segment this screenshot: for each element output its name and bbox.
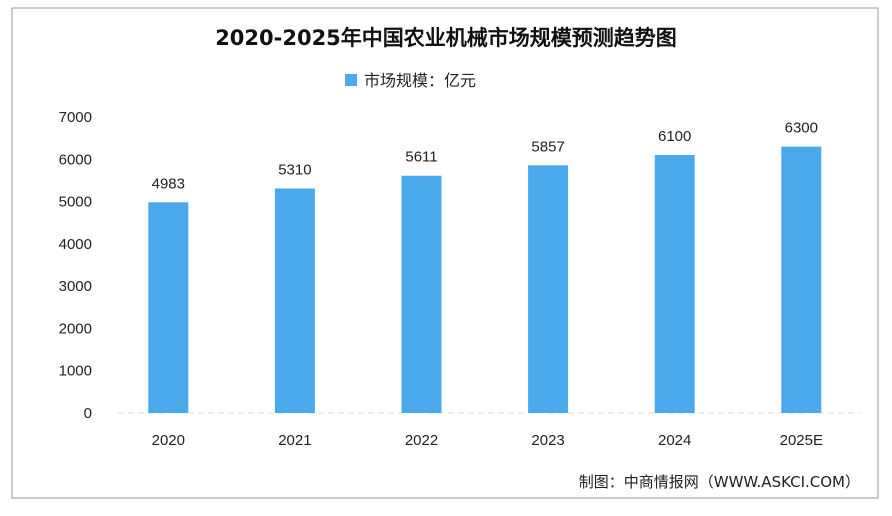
- y-tick-label: 6000: [59, 151, 92, 168]
- y-tick-label: 0: [84, 405, 92, 422]
- data-label: 5857: [531, 138, 564, 155]
- x-tick-label: 2020: [152, 432, 185, 449]
- bar-2020: [148, 202, 189, 413]
- chart-title: 2020-2025年中国农业机械市场规模预测趋势图: [215, 26, 677, 50]
- x-tick-label: 2025E: [780, 432, 823, 449]
- bar-2021: [274, 188, 315, 413]
- bar-2025E: [781, 146, 822, 413]
- data-label: 5611: [405, 149, 437, 166]
- bar-2023: [528, 165, 569, 413]
- source-note: 制图：中商情报网（WWW.ASKCI.COM）: [579, 473, 860, 491]
- y-tick-label: 2000: [59, 320, 92, 337]
- x-tick-label: 2023: [531, 432, 564, 449]
- bars: 4983 5310 5611 5857 6100 6300: [148, 120, 822, 414]
- y-axis: 0 1000 2000 3000 4000 5000 6000 7000: [59, 109, 92, 422]
- legend: 市场规模：亿元: [345, 71, 476, 90]
- data-label: 4983: [152, 175, 185, 192]
- data-label: 5310: [278, 161, 311, 178]
- x-axis: 2020 2021 2022 2023 2024 2025E: [152, 432, 823, 449]
- legend-swatch: [345, 74, 357, 86]
- x-tick-label: 2024: [658, 432, 691, 449]
- y-tick-label: 1000: [59, 363, 92, 380]
- legend-label: 市场规模：亿元: [364, 71, 476, 90]
- y-tick-label: 3000: [59, 278, 92, 295]
- x-tick-label: 2021: [278, 432, 311, 449]
- bar-2022: [401, 175, 442, 413]
- data-label: 6300: [785, 120, 818, 137]
- data-label: 6100: [658, 128, 691, 145]
- x-tick-label: 2022: [405, 432, 438, 449]
- bar-2024: [654, 155, 695, 414]
- y-tick-label: 5000: [59, 194, 92, 211]
- y-tick-label: 7000: [59, 109, 92, 126]
- y-tick-label: 4000: [59, 236, 92, 253]
